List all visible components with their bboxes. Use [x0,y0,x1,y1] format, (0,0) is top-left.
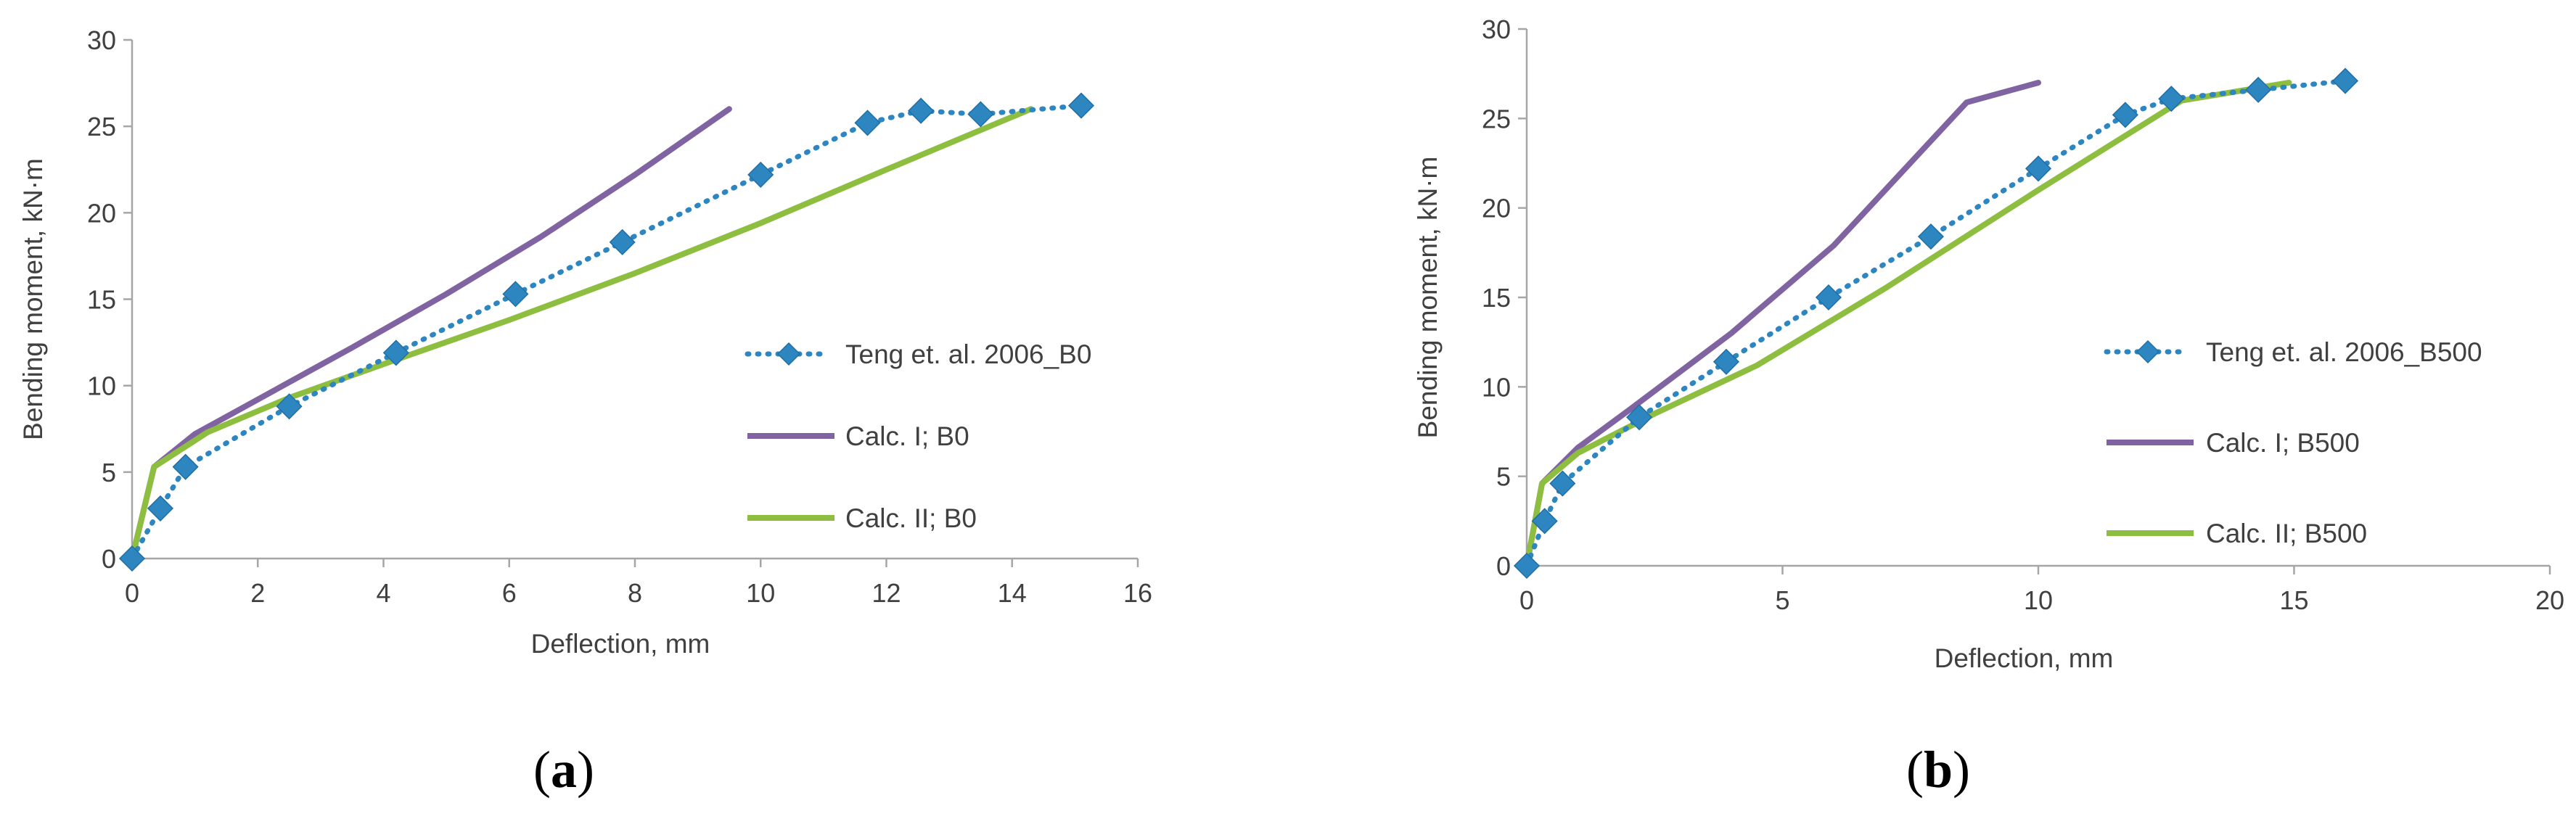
series-1-point [908,97,935,124]
series-1-point [967,101,994,128]
y-tick-label: 10 [1482,372,1511,402]
legend-label: Calc. II; B500 [2206,519,2367,548]
series-1-point [1815,284,1842,311]
series-2-group [1524,80,2041,569]
series-1-group [1513,67,2359,580]
x-axis-title: Deflection, mm [531,629,710,659]
panel-label-b: (b) [1906,741,1971,799]
legend-label: Calc. II; B0 [845,503,977,533]
x-tick-label: 14 [998,578,1027,608]
y-tick-label: 15 [87,285,116,315]
y-tick-label: 20 [1482,194,1511,223]
legend-label: Calc. I; B500 [2206,428,2360,458]
series-1-point [172,453,199,480]
x-tick-label: 5 [1775,585,1789,615]
series-1-point [276,393,303,420]
series-1-point [1712,348,1740,375]
series-1-point [382,339,409,366]
series-3-line [129,106,1034,561]
series-3-line [1524,80,2292,569]
y-tick-label: 20 [87,198,116,228]
chart-panel-b: 0 5 10 15 20 25 30 0 5 10 15 20 Deflection, mm Bendin… [1288,0,2576,824]
x-axis-title: Deflection, mm [1935,643,2114,673]
legend-label: Teng et. al. 2006_B500 [2206,337,2482,367]
y-tick-label: 25 [87,112,116,141]
series-1-point [2245,76,2272,103]
x-tick-label: 15 [2279,585,2308,615]
chart-b-svg: 0 5 10 15 20 25 30 0 5 10 15 20 Deflection, mm Bendin… [1413,15,2564,673]
series-3-group [129,106,1034,561]
x-tick-label: 10 [746,578,775,608]
panel-label-a: (a) [533,741,594,799]
series-1-point [2331,67,2359,94]
series-1-point [1067,92,1095,119]
chart-panel-a: 0 5 10 15 20 25 30 0 2 4 6 8 10 12 14 16 Deflection, mm B… [18,25,1152,799]
series-1-point [747,161,774,188]
legend-swatch-marker [2136,339,2160,364]
x-tick-label: 8 [628,578,642,608]
y-tick-label: 0 [1496,551,1511,581]
series-1-group [118,92,1095,572]
panel-label-b-text: b [1923,741,1953,799]
x-tick-label: 0 [125,578,139,608]
y-tick-label: 5 [1496,462,1511,492]
series-1-point [1626,404,1653,431]
series-1-point [1513,552,1541,580]
series-1-point [854,110,881,136]
series-1-point [118,545,146,572]
series-1-point [2112,102,2138,128]
series-3-group [1524,80,2292,569]
x-tick-label: 12 [871,578,901,608]
series-1-point [2025,155,2052,182]
x-tick-label: 0 [1519,585,1534,615]
panel-label-a-text: a [550,741,577,799]
y-tick-label: 10 [87,371,116,401]
series-1-line [129,103,1084,561]
x-tick-label: 4 [376,578,390,608]
y-tick-label: 15 [1482,283,1511,313]
series-1-point [147,495,174,522]
series-1-point [2158,86,2185,112]
series-1-point [609,228,636,255]
x-tick-label: 6 [502,578,517,608]
series-1-point [1531,508,1558,535]
y-tick-label: 30 [1482,15,1511,44]
y-axis-title: Bending moment, kN·m [18,158,48,440]
legend-label: Teng et. al. 2006_B0 [845,339,1091,369]
chart-a-svg: 0 5 10 15 20 25 30 0 2 4 6 8 10 12 14 16 Deflection, mm B… [18,25,1152,659]
series-2-line [1524,80,2041,569]
x-tick-label: 20 [2535,585,2564,615]
x-tick-label: 2 [250,578,265,608]
series-1-point [1549,470,1576,497]
legend-swatch-marker [776,342,801,366]
y-axis-title: Bending moment, kN·m [1413,157,1443,439]
y-tick-label: 0 [102,544,116,574]
series-1-point [1917,223,1945,250]
y-tick-label: 25 [1482,104,1511,133]
y-tick-label: 5 [102,458,116,487]
x-tick-label: 16 [1123,578,1152,608]
legend-label: Calc. I; B0 [845,421,969,451]
series-1-line [1524,78,2348,569]
series-1-point [502,281,529,308]
x-tick-label: 10 [2024,585,2053,615]
y-tick-label: 30 [87,25,116,55]
